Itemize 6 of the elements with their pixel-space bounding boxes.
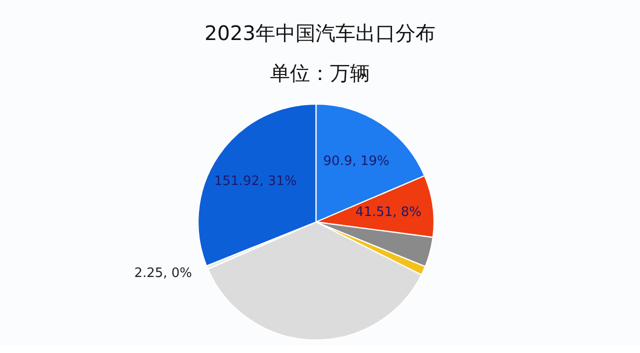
chart-title: 2023年中国汽车出口分布 (204, 21, 436, 45)
chart-subtitle: 单位：万辆 (270, 61, 370, 85)
data-label: 41.51, 8% (355, 205, 422, 220)
data-label: 151.92, 31% (214, 174, 297, 190)
data-label: 90.9, 19% (323, 154, 390, 169)
data-label: 2.25, 0% (134, 266, 192, 281)
